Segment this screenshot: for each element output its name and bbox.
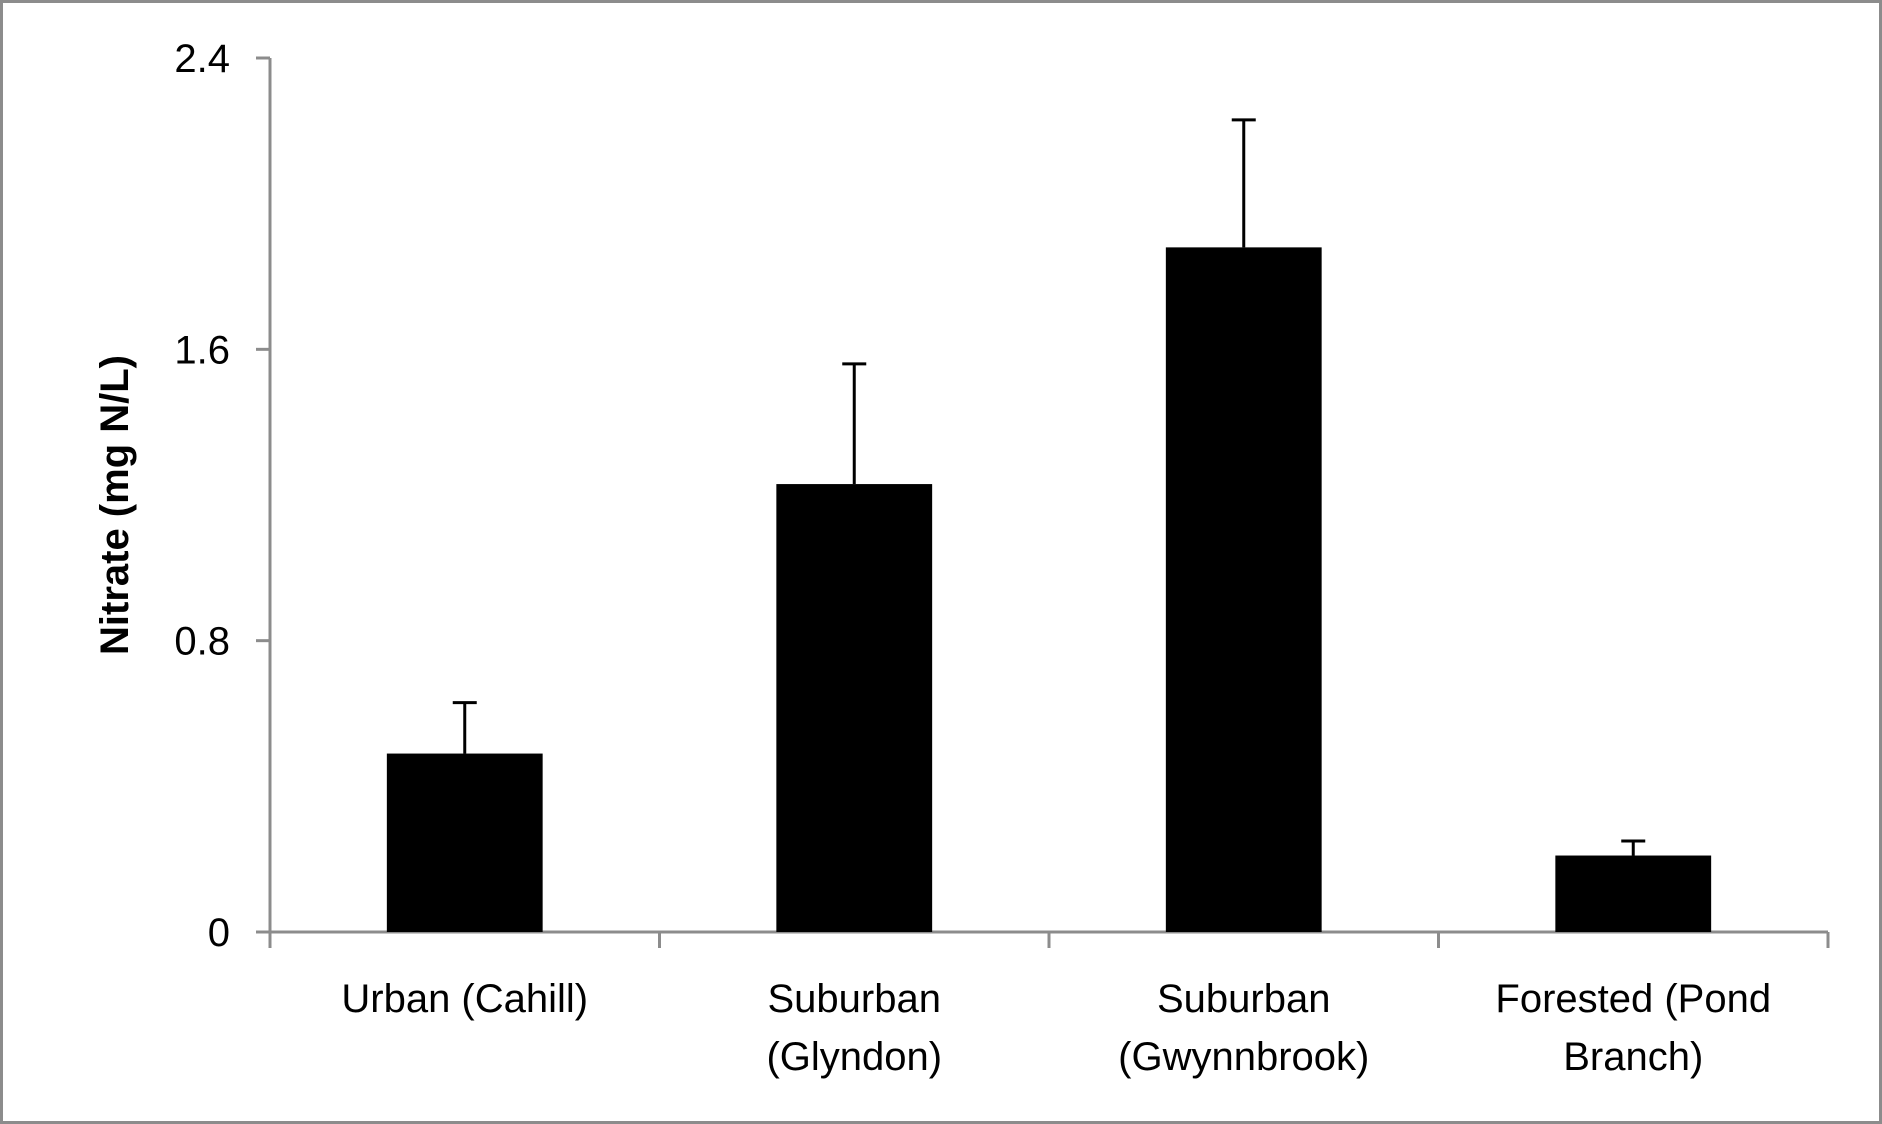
error-bars [452, 118, 1646, 856]
x-tick-label-line: (Gwynnbrook) [1118, 1035, 1369, 1079]
x-tick-label-line: (Glyndon) [766, 1035, 942, 1079]
x-tick-label-line: Suburban [1157, 977, 1330, 1021]
x-tick-label: Forested (Pond Branch) [1495, 977, 1771, 1079]
x-tick-label: Suburban (Gwynnbrook) [1118, 977, 1369, 1079]
y-tick-label: 2.4 [174, 37, 230, 81]
y-tick-label: 1.6 [174, 328, 230, 372]
x-tick-label-line: Forested (Pond [1495, 977, 1771, 1021]
bar [386, 753, 543, 932]
bar [1165, 247, 1322, 932]
x-tick-label-line: Urban (Cahill) [341, 977, 588, 1021]
x-tick-label: Urban (Cahill) [341, 977, 588, 1021]
x-tick-label: Suburban (Glyndon) [766, 977, 942, 1079]
x-tick-label-line: Branch) [1563, 1035, 1703, 1079]
bar [776, 484, 933, 932]
bars [386, 247, 1712, 932]
y-tick-label: 0 [208, 911, 230, 955]
y-axis: 0 0.8 1.6 2.4 [174, 37, 272, 955]
bar [1555, 855, 1712, 932]
y-tick-label: 0.8 [174, 620, 230, 664]
x-tick-label-line: Suburban [768, 977, 941, 1021]
y-axis-label: Nitrate (mg N/L) [93, 355, 137, 655]
x-axis: Urban (Cahill) Suburban (Glyndon) Suburban (… [268, 930, 1830, 1079]
